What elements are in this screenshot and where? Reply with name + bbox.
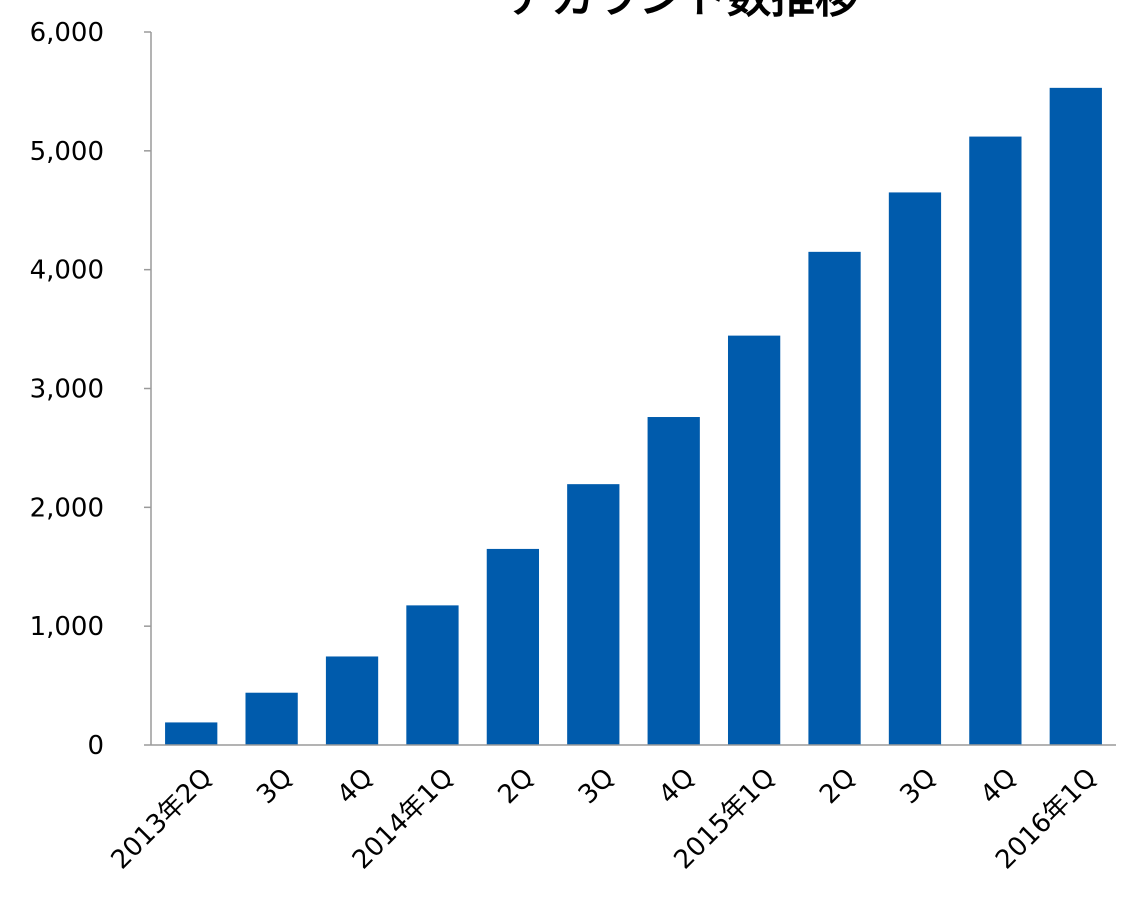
bar (647, 417, 700, 745)
bar (245, 692, 298, 745)
y-tick-label: 4,000 (30, 256, 104, 286)
y-tick-label: 1,000 (30, 612, 104, 642)
y-axis: 0 1,000 2,000 3,000 4,000 5,000 6,000 (30, 18, 152, 761)
x-tick-label: 2013年2Q (106, 763, 219, 876)
x-tick-label: 4Q (975, 763, 1022, 810)
bar (969, 136, 1022, 745)
bar (888, 192, 942, 746)
y-tick-label: 5,000 (30, 137, 104, 167)
x-tick-label: 3Q (573, 763, 620, 810)
y-tick-label: 6,000 (30, 18, 104, 48)
x-tick-label: 4Q (332, 763, 379, 810)
bar (808, 251, 861, 745)
x-tick-label: 4Q (653, 763, 700, 810)
y-tick-label: 0 (87, 731, 104, 761)
bar (727, 335, 781, 745)
x-tick-label: 3Q (251, 763, 298, 810)
x-tick-label: 2Q (814, 763, 861, 810)
bar (567, 484, 620, 745)
y-tick-label: 2,000 (30, 493, 104, 523)
y-tick-label: 3,000 (30, 375, 104, 405)
bar (325, 656, 379, 745)
bar (1049, 87, 1102, 745)
x-tick-label: 3Q (895, 763, 942, 810)
bar (486, 548, 540, 745)
x-tick-label: 2Q (492, 763, 539, 810)
bar (165, 722, 218, 745)
chart-title: アカウント数推移 (507, 0, 859, 23)
bar (406, 605, 459, 745)
bars (165, 87, 1102, 746)
